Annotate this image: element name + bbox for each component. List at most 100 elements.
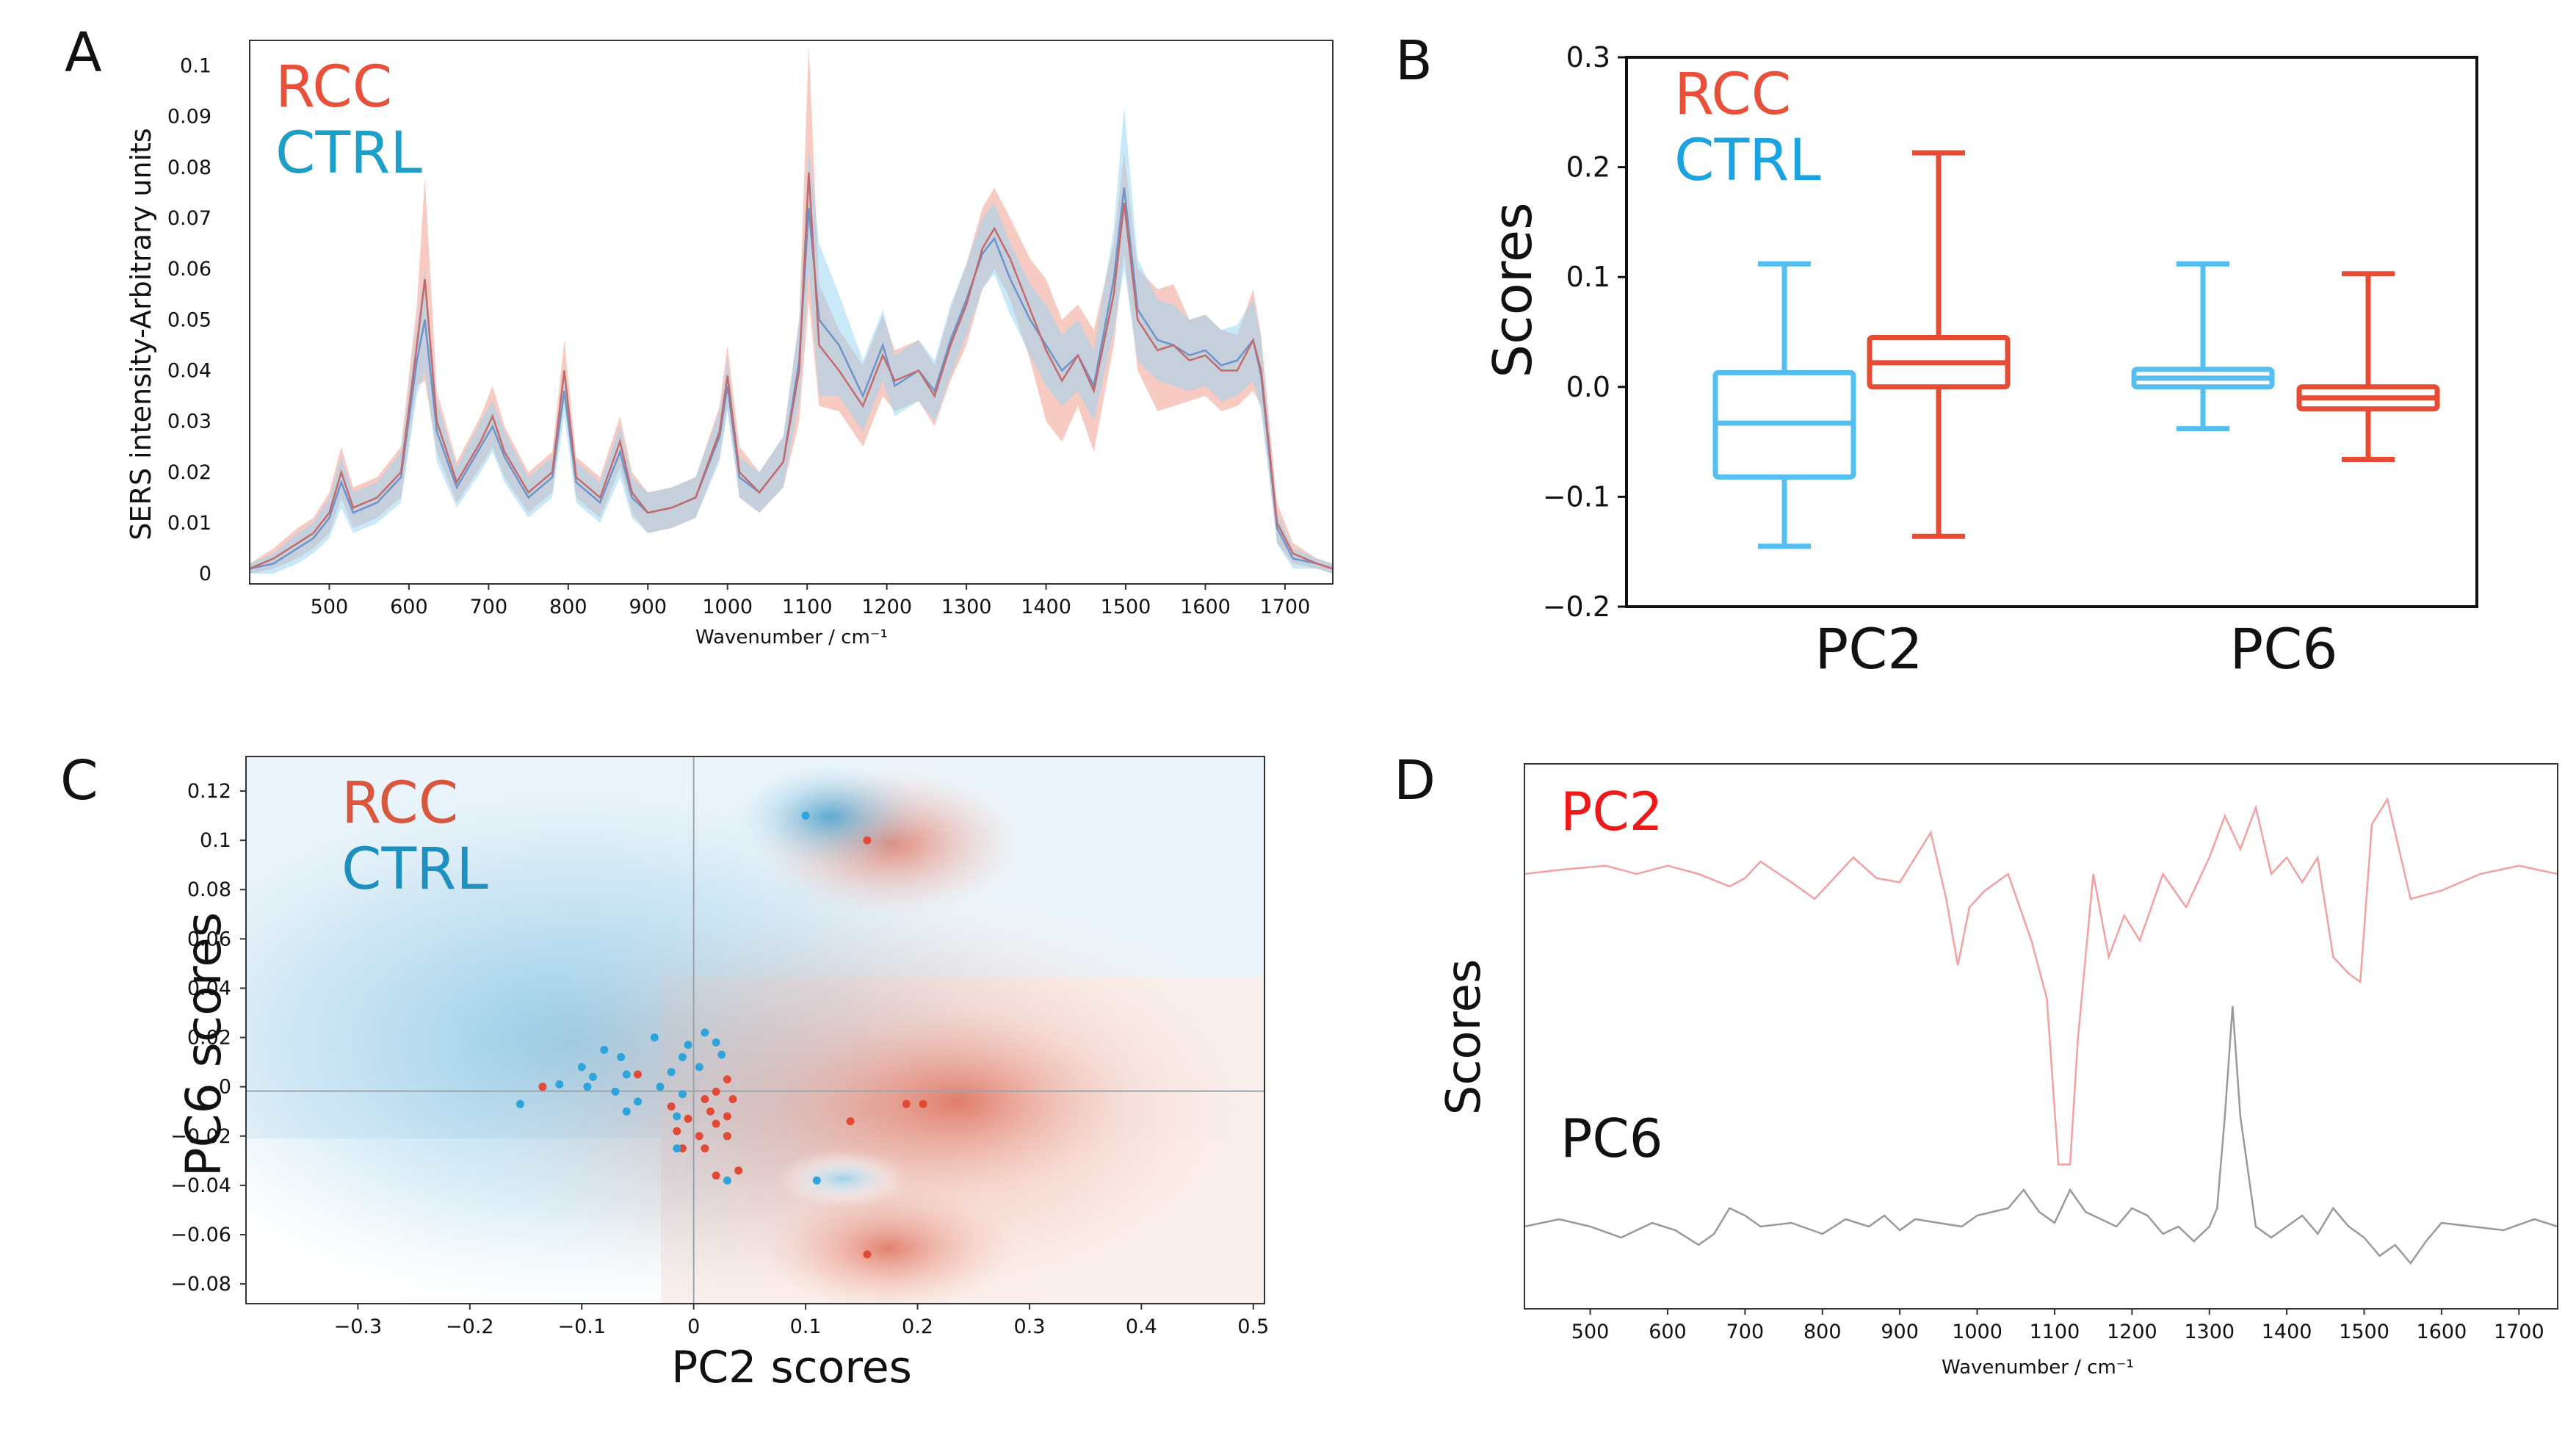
point-ctrl xyxy=(617,1052,626,1061)
d-xtick-label: 1400 xyxy=(2262,1321,2312,1343)
line-pc6 xyxy=(1524,1005,2558,1265)
point-ctrl xyxy=(684,1041,692,1050)
b-ytick-label: 0.1 xyxy=(1566,261,1610,293)
c-ytick-label: 0.08 xyxy=(187,878,231,901)
point-rcc xyxy=(723,1112,731,1121)
point-rcc xyxy=(728,1094,737,1103)
point-rcc xyxy=(712,1171,720,1180)
a-xtick-label: 1600 xyxy=(1180,596,1231,618)
b-ytick-label: −0.2 xyxy=(1543,591,1610,623)
c-ytick-label: 0.12 xyxy=(187,780,231,803)
panel-c-legend-rcc: RCC xyxy=(341,770,458,837)
a-ytick-label: 0.07 xyxy=(167,207,211,230)
panel-c-zero-lines xyxy=(246,756,1265,1304)
d-xtick-label: 800 xyxy=(1803,1321,1842,1343)
a-xtick-label: 500 xyxy=(311,596,349,618)
point-ctrl xyxy=(622,1107,631,1116)
c-xtick-label: 0 xyxy=(687,1315,700,1338)
a-ytick-label: 0.03 xyxy=(167,411,211,433)
point-ctrl xyxy=(577,1063,586,1072)
d-xtick-label: 1300 xyxy=(2184,1321,2235,1343)
panel-b-category-pc2: PC2 xyxy=(1815,616,1922,682)
point-rcc xyxy=(919,1099,927,1108)
panel-a-legend-ctrl: CTRL xyxy=(275,120,422,187)
panel-c-points xyxy=(515,812,927,1259)
panel-c-xlabel: PC2 scores xyxy=(671,1342,912,1393)
point-rcc xyxy=(667,1102,676,1111)
point-ctrl xyxy=(600,1045,609,1054)
a-ytick-label: 0.01 xyxy=(167,512,211,535)
d-xtick-label: 1500 xyxy=(2339,1321,2389,1343)
panel-b-legend-rcc: RCC xyxy=(1674,62,1791,128)
line-pc2 xyxy=(1524,797,2558,1166)
a-ytick-label: 0.04 xyxy=(167,360,211,383)
c-xtick-label: −0.1 xyxy=(557,1315,606,1338)
panel-d-label-pc6: PC6 xyxy=(1560,1108,1663,1169)
d-xtick-label: 900 xyxy=(1881,1321,1919,1343)
point-rcc xyxy=(723,1132,731,1141)
point-rcc xyxy=(863,1250,872,1259)
point-rcc xyxy=(538,1083,547,1091)
point-rcc xyxy=(678,1144,687,1153)
a-xtick-label: 1300 xyxy=(941,596,992,618)
c-xtick-label: −0.2 xyxy=(446,1315,494,1338)
point-rcc xyxy=(684,1114,692,1123)
a-ytick-label: 0.05 xyxy=(167,308,211,331)
panel-d-lines xyxy=(1524,797,2558,1265)
a-xtick-label: 800 xyxy=(549,596,587,618)
panel-c-letter: C xyxy=(60,749,98,812)
c-ytick-label: −0.02 xyxy=(170,1125,231,1148)
a-ytick-label: 0.09 xyxy=(167,106,211,129)
a-xtick-label: 1000 xyxy=(702,596,753,618)
band-ctrl xyxy=(250,106,1333,574)
c-xtick-label: 0.2 xyxy=(902,1315,933,1338)
point-ctrl xyxy=(673,1144,681,1153)
box-pc6-rcc xyxy=(2296,271,2440,463)
panel-b: B −0.2 −0.1 0.0 0.1 0.2 0.3 Scores PC2 PC6 RC… xyxy=(1395,29,2478,682)
point-rcc xyxy=(846,1117,855,1126)
point-ctrl xyxy=(667,1068,676,1077)
c-ytick-label: 0.04 xyxy=(187,977,231,1000)
point-rcc xyxy=(673,1127,681,1135)
point-ctrl xyxy=(678,1052,687,1061)
c-ytick-label: −0.06 xyxy=(170,1224,231,1246)
c-ytick-label: 0.02 xyxy=(187,1027,231,1050)
d-xtick-label: 1100 xyxy=(2030,1321,2080,1343)
point-rcc xyxy=(706,1107,715,1116)
a-ytick-label: 0.1 xyxy=(180,55,211,78)
mean-line-rcc xyxy=(250,172,1333,570)
point-ctrl xyxy=(515,1099,524,1108)
a-xtick-label: 1200 xyxy=(861,596,912,618)
point-ctrl xyxy=(812,1176,821,1185)
d-xtick-label: 1700 xyxy=(2494,1321,2544,1343)
point-ctrl xyxy=(583,1083,592,1091)
point-rcc xyxy=(723,1075,731,1084)
mean-line-ctrl xyxy=(250,187,1333,570)
point-ctrl xyxy=(701,1028,709,1037)
panel-c-xticks: −0.3 −0.2 −0.1 0 0.1 0.2 0.3 0.4 0.5 xyxy=(334,1304,1269,1338)
a-xtick-label: 600 xyxy=(390,596,428,618)
c-xtick-label: 0.3 xyxy=(1013,1315,1045,1338)
c-ytick-label: −0.08 xyxy=(170,1273,231,1296)
panel-b-yticks: −0.2 −0.1 0.0 0.1 0.2 0.3 xyxy=(1543,41,1627,623)
panel-b-frame xyxy=(1625,56,2478,608)
c-ytick-label: −0.04 xyxy=(170,1174,231,1197)
panel-a-letter: A xyxy=(65,21,102,84)
panel-a-frame xyxy=(249,40,1334,585)
panel-b-letter: B xyxy=(1395,29,1433,93)
point-rcc xyxy=(712,1087,720,1096)
panel-a-xlabel: Wavenumber / cm⁻¹ xyxy=(695,626,888,649)
point-rcc xyxy=(633,1070,642,1079)
box-pc6-ctrl xyxy=(2131,261,2275,432)
a-ytick-label: 0 xyxy=(199,563,211,585)
a-xtick-label: 1400 xyxy=(1021,596,1071,618)
point-ctrl xyxy=(656,1083,665,1091)
b-ytick-label: 0.0 xyxy=(1566,371,1610,403)
panel-c-yticks: −0.08 −0.06 −0.04 −0.02 0 0.02 0.04 0.06 0.08 0.1… xyxy=(170,780,246,1296)
point-ctrl xyxy=(801,812,810,820)
panel-d-xlabel: Wavenumber / cm⁻¹ xyxy=(1942,1357,2134,1379)
c-ytick-label: 0.1 xyxy=(200,829,231,852)
panel-c-frame xyxy=(245,756,1265,1304)
b-ytick-label: 0.3 xyxy=(1566,41,1610,73)
